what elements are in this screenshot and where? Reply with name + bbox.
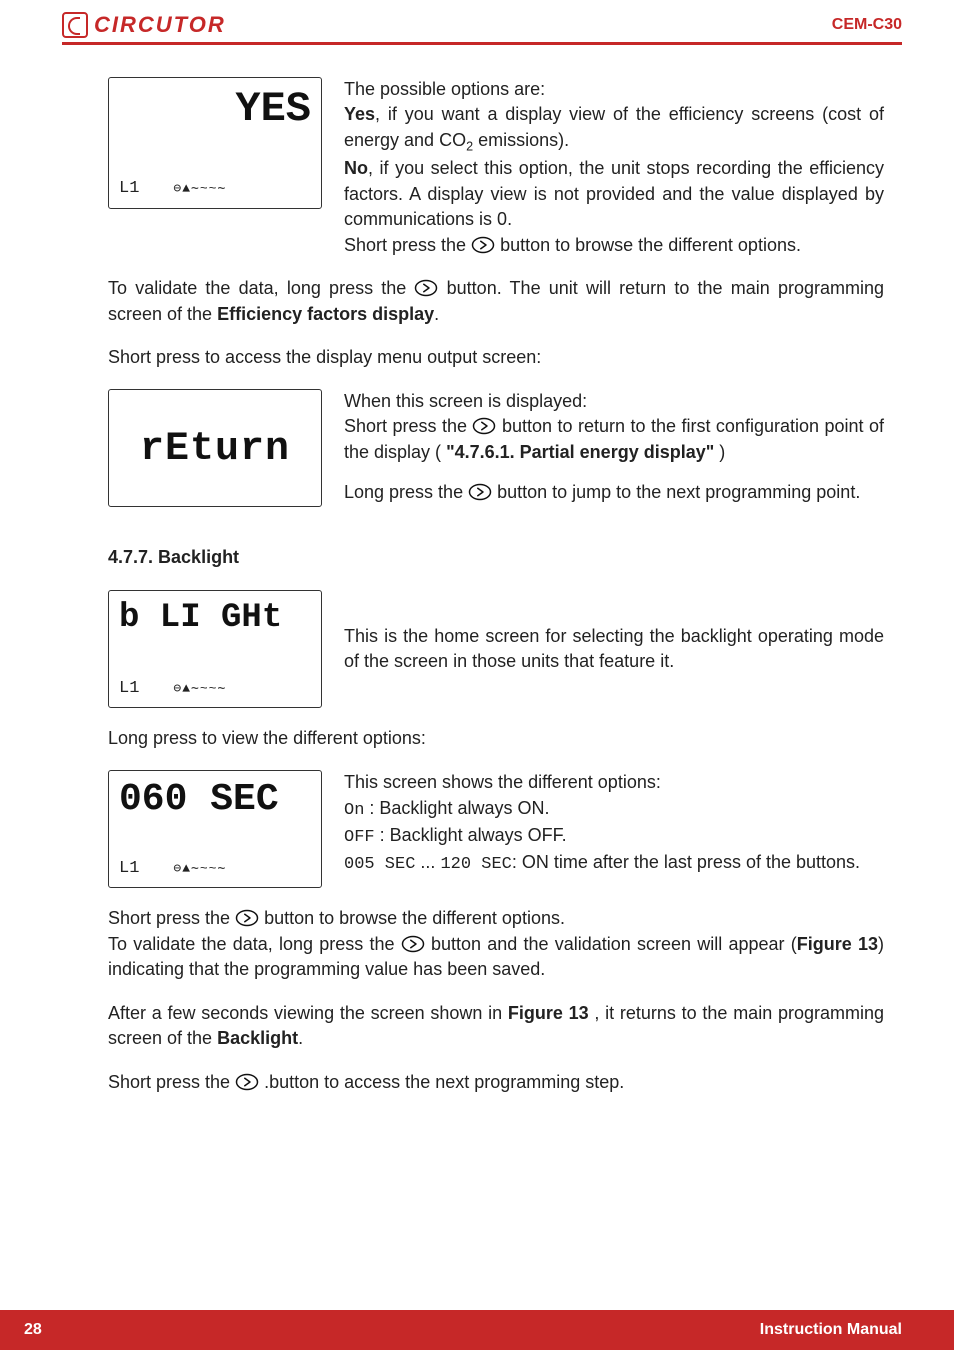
short-press-menu: Short press to access the display menu o… [108,345,884,371]
opt-on-text: : Backlight always ON. [364,798,549,818]
rt-lp-post: button to jump to the next programming p… [497,482,860,502]
opt-yes-tail: emissions). [473,130,569,150]
nav-button-icon [235,909,259,927]
opts-lead: This screen shows the different options: [344,770,884,796]
when-displayed: When this screen is displayed: [344,389,884,415]
brand-logo-icon [62,12,88,38]
rt-sp-end: ) [714,442,725,462]
next-pre: Short press the [108,1072,235,1092]
between4: Long press to view the different options… [108,726,884,752]
lcd-yes-l1: L1 [119,177,139,201]
section-backlight-title: 4.7.7. Backlight [108,545,884,571]
brand-name: CIRCUTOR [94,12,226,38]
block-validate: To validate the data, long press the but… [108,276,884,327]
rt-sp-ref: "4.7.6.1. Partial energy display" [446,442,714,462]
opt-range-b: 120 SEC [440,855,511,874]
lcd-060sec-icons: ⊖▲∼~~∼ [173,860,226,878]
opt-range-a: 005 SEC [344,855,415,874]
f-lp-fig: Figure 13 [797,934,878,954]
after-pre: After a few seconds viewing the screen s… [108,1003,508,1023]
footer-label: Instruction Manual [760,1321,902,1339]
after-end: . [298,1028,303,1048]
lcd-blight: b LI GHt L1 ⊖▲∼~~∼ [108,590,322,708]
opt-off-text: : Backlight always OFF. [375,825,567,845]
validate-pre: To validate the data, long press the [108,278,414,298]
lcd-yes-icons: ⊖▲∼~~∼ [173,180,226,198]
after-bold: Backlight [217,1028,298,1048]
next-post: .button to access the next programming s… [264,1072,624,1092]
page-header: CIRCUTOR CEM-C30 [0,0,954,38]
lcd-return-main: rEturn [119,430,311,470]
rt-lp-pre: Long press the [344,482,468,502]
after-fig: Figure 13 [508,1003,589,1023]
page-number: 28 [24,1321,42,1339]
nav-button-icon [414,279,438,297]
lcd-060sec-main: 060 SEC [119,781,311,819]
page-footer: 28 Instruction Manual [0,1310,954,1350]
rt-sp-pre: Short press the [344,416,472,436]
opt-dots: ... [415,852,440,872]
f-sp-post: button to browse the different options. [264,908,565,928]
opt-on-code: On [344,801,364,820]
block-return: rEturn When this screen is displayed: Sh… [108,389,884,507]
brand-logo: CIRCUTOR [62,12,226,38]
opt-no-text: , if you select this option, the unit st… [344,158,884,229]
options-lead: The possible options are: [344,77,884,103]
lcd-blight-main: b LI GHt [119,601,311,635]
lcd-060sec: 060 SEC L1 ⊖▲∼~~∼ [108,770,322,888]
block-blight: b LI GHt L1 ⊖▲∼~~∼ This is the home scre… [108,590,884,708]
validate-bold: Efficiency factors display [217,304,434,324]
lcd-return: rEturn [108,389,322,507]
block-yes: YES L1 ⊖▲∼~~∼ The possible options are: … [108,77,884,259]
sp1-pre: Short press the [344,235,471,255]
validate-end: . [434,304,439,324]
block-yes-text: The possible options are: Yes, if you wa… [344,77,884,259]
opt-no-label: No [344,158,368,178]
lcd-060sec-l1: L1 [119,857,139,881]
blight-text: This is the home screen for selecting th… [344,624,884,675]
nav-button-icon [235,1073,259,1091]
opt-range-text: : ON time after the last press of the bu… [512,852,860,872]
block-final: Short press the button to browse the dif… [108,906,884,983]
f-lp-mid: button and the validation screen will ap… [431,934,797,954]
f-lp-pre: To validate the data, long press the [108,934,401,954]
lcd-blight-icons: ⊖▲∼~~∼ [173,680,226,698]
opt-yes-label: Yes [344,104,375,124]
nav-button-icon [471,236,495,254]
opt-off-code: OFF [344,828,375,847]
block-060sec: 060 SEC L1 ⊖▲∼~~∼ This screen shows the … [108,770,884,888]
sp1-post: button to browse the different options. [500,235,801,255]
nav-button-icon [468,483,492,501]
nav-button-icon [472,417,496,435]
lcd-yes: YES L1 ⊖▲∼~~∼ [108,77,322,209]
nav-button-icon [401,935,425,953]
opt-yes-text: , if you want a display view of the effi… [344,104,884,150]
lcd-blight-l1: L1 [119,677,139,701]
lcd-yes-main: YES [119,88,311,130]
model-code: CEM-C30 [832,16,902,34]
f-sp-pre: Short press the [108,908,235,928]
